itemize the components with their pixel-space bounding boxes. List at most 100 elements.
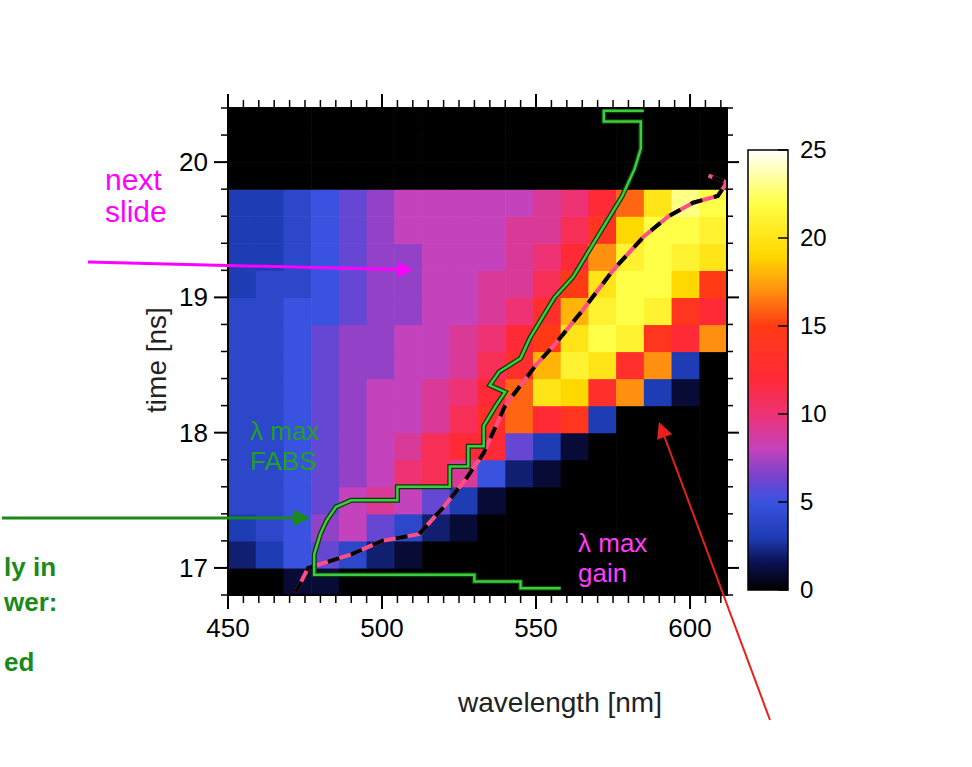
heat-cell <box>672 243 700 271</box>
colorbar-tick <box>778 149 788 151</box>
heat-cell <box>672 270 700 298</box>
heat-cell <box>699 487 727 515</box>
heat-cell <box>256 189 284 217</box>
heat-cell <box>422 243 450 271</box>
heat-cell <box>533 243 561 271</box>
y-tick-label: 19 <box>179 282 208 312</box>
heat-cell <box>644 487 672 515</box>
y-minor-tick-right <box>727 594 733 596</box>
heat-cell <box>228 487 256 515</box>
heat-cell <box>505 487 533 515</box>
heat-cell <box>228 108 256 136</box>
x-minor-tick-top <box>658 100 660 108</box>
heat-cell <box>478 216 506 244</box>
heat-cell <box>699 135 727 163</box>
heat-cell <box>367 324 395 352</box>
heat-cell <box>283 297 311 325</box>
heat-cell <box>561 324 589 352</box>
colorbar-tick-label: 5 <box>800 488 813 515</box>
heat-cell <box>339 216 367 244</box>
heat-cell <box>367 270 395 298</box>
heat-cell <box>339 379 367 407</box>
x-minor-tick <box>427 595 429 603</box>
y-minor-tick-right <box>727 459 733 461</box>
x-tick-top <box>535 94 537 108</box>
heat-cell <box>394 216 422 244</box>
y-minor-tick <box>221 270 228 272</box>
heat-cell <box>505 108 533 136</box>
x-minor-tick <box>581 595 583 603</box>
x-minor-tick <box>705 595 707 603</box>
heat-cell <box>422 216 450 244</box>
heat-cell <box>644 135 672 163</box>
annotation-arrow <box>88 262 413 278</box>
heat-cell <box>311 162 339 190</box>
heat-cell <box>394 324 422 352</box>
heat-cell <box>644 541 672 569</box>
y-minor-tick-right <box>727 486 733 488</box>
chart: 45050055060017181920wavelength [nm]time … <box>0 0 972 767</box>
heat-cell <box>283 216 311 244</box>
heat-cell <box>588 379 616 407</box>
heat-cell <box>311 324 339 352</box>
colorbar-tick-label: 15 <box>800 312 827 339</box>
x-minor-tick <box>335 595 337 603</box>
heat-cell <box>450 135 478 163</box>
heat-cell <box>699 270 727 298</box>
heat-cell <box>505 162 533 190</box>
heat-cell <box>228 324 256 352</box>
y-minor-tick <box>221 324 228 326</box>
x-minor-tick <box>320 595 322 603</box>
y-axis-title: time [ns] <box>141 307 172 413</box>
heat-cell <box>339 406 367 434</box>
series-label-line: gain <box>578 558 627 588</box>
heat-cell <box>367 162 395 190</box>
x-minor-tick <box>489 595 491 603</box>
heat-cell <box>644 568 672 595</box>
heat-cell <box>228 541 256 569</box>
heat-cell <box>561 108 589 136</box>
x-minor-tick <box>643 595 645 603</box>
heat-cell <box>339 108 367 136</box>
colorbar-body <box>748 150 788 590</box>
x-tick-label: 500 <box>360 613 403 643</box>
x-minor-tick-top <box>258 100 260 108</box>
annotation-line: ly in <box>4 552 56 582</box>
heat-cell <box>450 189 478 217</box>
heat-cell <box>561 406 589 434</box>
x-tick-label: 450 <box>206 613 249 643</box>
heat-cell <box>228 568 256 595</box>
x-minor-tick <box>566 595 568 603</box>
x-minor-tick <box>658 595 660 603</box>
heat-cell <box>644 460 672 488</box>
heat-cell <box>672 216 700 244</box>
x-tick <box>689 595 691 609</box>
x-tick <box>535 595 537 609</box>
heat-cell <box>644 297 672 325</box>
heat-cell <box>450 514 478 542</box>
heat-cell <box>422 135 450 163</box>
heat-cell <box>699 514 727 542</box>
heat-cell <box>228 297 256 325</box>
colorbar-tick-label: 0 <box>800 576 813 603</box>
heat-cell <box>672 135 700 163</box>
y-minor-tick-right <box>727 107 733 109</box>
x-minor-tick-top <box>458 100 460 108</box>
heat-cell <box>644 108 672 136</box>
heat-cell <box>311 270 339 298</box>
y-minor-tick-right <box>727 188 733 190</box>
heat-cell <box>505 270 533 298</box>
heat-cell <box>422 460 450 488</box>
heat-cell <box>311 216 339 244</box>
axes: 45050055060017181920 <box>179 94 739 643</box>
y-tick-right <box>727 567 739 569</box>
x-tick-top <box>381 94 383 108</box>
x-minor-tick <box>397 595 399 603</box>
x-minor-tick <box>243 595 245 603</box>
heat-cell <box>256 487 284 515</box>
heat-cell <box>450 270 478 298</box>
heat-cell <box>422 352 450 380</box>
y-tick-right <box>727 296 739 298</box>
heat-cell <box>367 243 395 271</box>
heat-cell <box>311 352 339 380</box>
